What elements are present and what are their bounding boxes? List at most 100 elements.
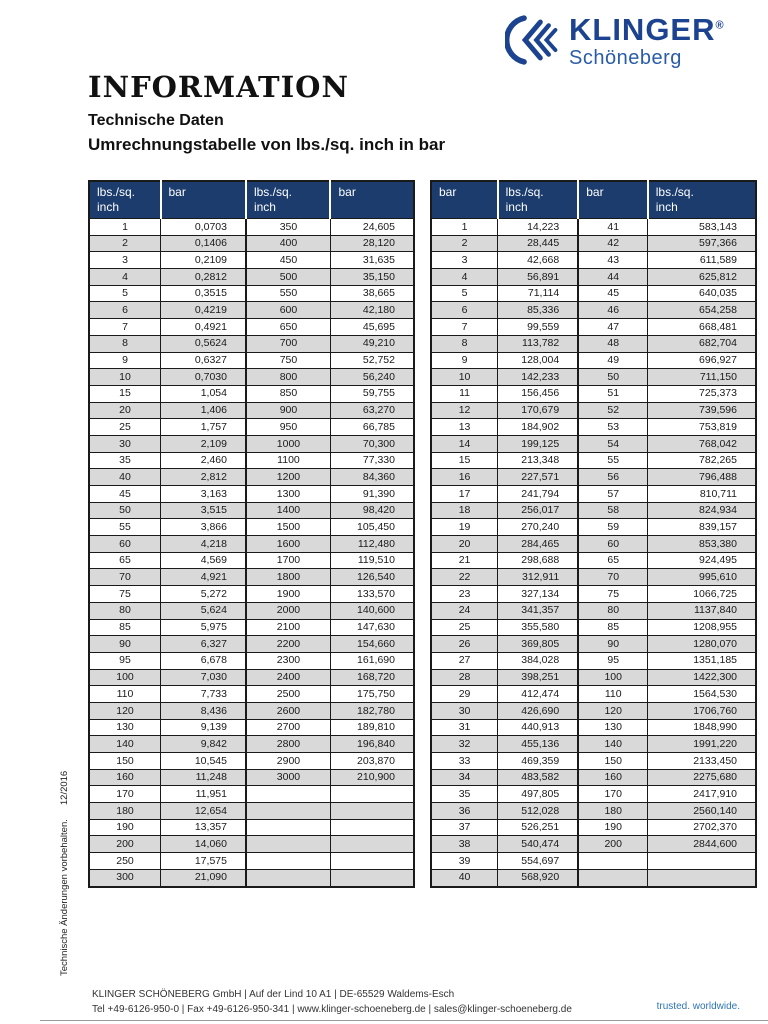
table-row: 37 526,251 190 2702,370 [430,818,757,837]
table-row: 4 56,891 44 625,812 [430,268,757,286]
table-row: 120 8,436 2600 182,780 [88,701,415,720]
cell: 46 [577,301,649,320]
cell: 995,610 [647,568,757,587]
cell: 22 [430,568,499,587]
cell: 1900 [244,585,331,603]
cell: 35,150 [329,268,415,286]
cell: 9 [430,351,499,370]
table-row: 19 270,240 59 839,157 [430,518,757,537]
table-row: 70 4,921 1800 126,540 [88,568,415,587]
table-row: 7 0,4921 650 45,695 [88,318,415,336]
cell: 2,812 [159,468,247,486]
cell: 0,6327 [159,351,247,370]
cell: 2800 [244,735,331,753]
cell: 31 [430,718,499,737]
cell: 51 [577,384,649,403]
cell: 147,630 [329,618,415,637]
cell [577,852,649,870]
cell: 782,265 [647,451,757,470]
cell [329,868,415,888]
cell: 59,755 [329,384,415,403]
cell: 85 [88,618,161,637]
cell: 100 [577,668,649,687]
cell: 700 [244,334,331,353]
cell: 312,911 [497,568,579,587]
table-row: 90 6,327 2200 154,660 [88,635,415,653]
cell [329,818,415,837]
cell: 426,690 [497,701,579,720]
cell: 150 [577,752,649,770]
table-row: 30 2,109 1000 70,300 [88,434,415,453]
table-row: 85 5,975 2100 147,630 [88,618,415,637]
cell: 711,150 [647,368,757,386]
cell: 16 [430,468,499,486]
cell: 105,450 [329,518,415,537]
cell: 10 [430,368,499,386]
cell: 14 [430,434,499,453]
cell: 40 [430,868,499,888]
cell: 33 [430,752,499,770]
table-row: 40 568,920 [430,868,757,888]
table-row: 10 0,7030 800 56,240 [88,368,415,386]
cell: 77,330 [329,451,415,470]
cell: 284,465 [497,535,579,553]
cell: 85,336 [497,301,579,320]
cell: 35 [430,785,499,804]
cell: 668,481 [647,318,757,336]
cell: 25 [430,618,499,637]
revision-note-text: Technische Änderungen vorbehalten. [59,819,70,976]
cell: 20 [430,535,499,553]
cell: 27 [430,651,499,670]
table-row: 30 426,690 120 1706,760 [430,701,757,720]
cell [647,868,757,888]
cell: 10 [88,368,161,386]
cell: 9,139 [159,718,247,737]
cell: 182,780 [329,701,415,720]
cell: 38,665 [329,284,415,303]
cell: 2844,600 [647,835,757,854]
cell: 2 [88,234,161,253]
cell: 497,805 [497,785,579,804]
cell [244,835,331,854]
conversion-table-psi-to-bar: lbs./sq. inch bar lbs./sq. inch bar 1 0,0703 3… [88,180,415,888]
cell: 440,913 [497,718,579,737]
cell: 1351,185 [647,651,757,670]
table-row: 250 17,575 [88,852,415,870]
company-logo: KLINGER® Schöneberg [505,14,725,68]
cell: 95 [577,651,649,670]
cell: 0,5624 [159,334,247,353]
table-row: 3 0,2109 450 31,635 [88,251,415,270]
cell: 56 [577,468,649,486]
cell: 298,688 [497,551,579,570]
cell: 49,210 [329,334,415,353]
cell: 4 [430,268,499,286]
cell: 154,660 [329,635,415,653]
cell: 469,359 [497,752,579,770]
cell: 42 [577,234,649,253]
cell: 95 [88,651,161,670]
cell: 1137,840 [647,601,757,620]
table-row: 1 0,0703 350 24,605 [88,218,415,236]
cell: 98,420 [329,501,415,520]
column-header: lbs./sq. inch [245,181,332,219]
cell [244,802,331,820]
cell: 1700 [244,551,331,570]
cell [244,852,331,870]
cell: 91,390 [329,485,415,503]
footer-tagline: trusted. worldwide. [656,1001,740,1012]
table-row: 65 4,569 1700 119,510 [88,551,415,570]
table-row: 300 21,090 [88,868,415,888]
table-row: 29 412,474 110 1564,530 [430,685,757,703]
cell: 1991,220 [647,735,757,753]
cell: 110 [88,685,161,703]
footer-contact: Tel +49-6126-950-0 | Fax +49-6126-950-34… [92,1003,572,1015]
cell: 60 [88,535,161,553]
cell [244,785,331,804]
cell: 70,300 [329,434,415,453]
cell: 112,480 [329,535,415,553]
table-row: 17 241,794 57 810,711 [430,485,757,503]
table-row: 7 99,559 47 668,481 [430,318,757,336]
cell: 1100 [244,451,331,470]
cell: 750 [244,351,331,370]
cell: 241,794 [497,485,579,503]
